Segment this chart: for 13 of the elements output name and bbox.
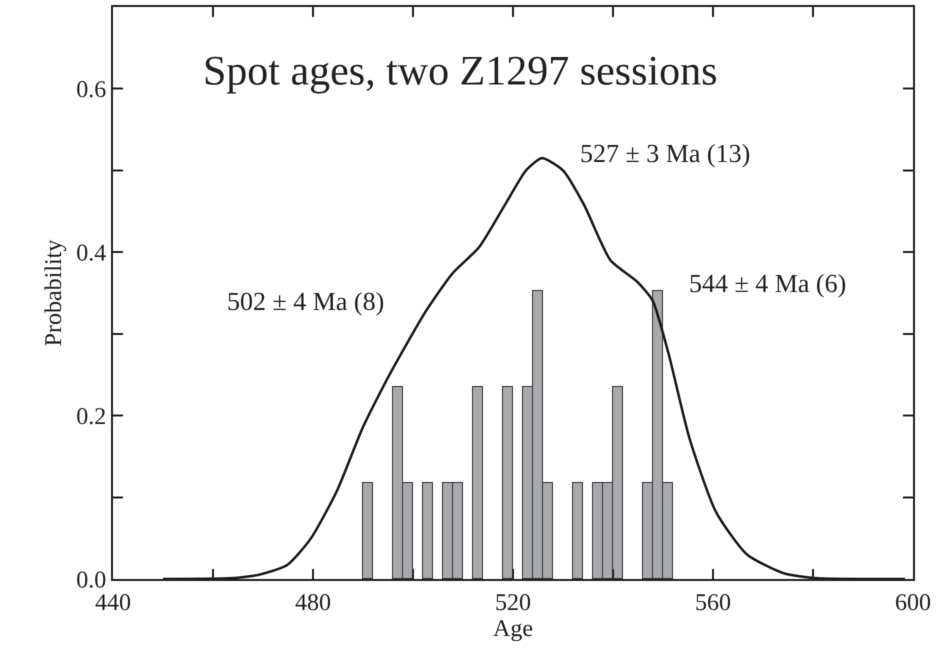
x-axis-title: Age bbox=[493, 616, 533, 642]
x-tick-label: 560 bbox=[695, 590, 731, 616]
y-axis-title: Probability bbox=[40, 240, 67, 346]
text: Spot ages, two Z1297 sessions bbox=[202, 48, 718, 95]
x-tick-label: 600 bbox=[895, 590, 931, 616]
x-tick-label: 520 bbox=[495, 590, 531, 616]
y-tick-label: 0.6 bbox=[76, 77, 106, 104]
annotation: 544 ± 4 Ma (6) bbox=[689, 269, 846, 298]
annotation: 527 ± 3 Ma (13) bbox=[580, 139, 750, 168]
annotation: 502 ± 4 Ma (8) bbox=[227, 287, 384, 316]
y-tick-label: 0.4 bbox=[76, 240, 106, 267]
y-tick-label: 0.2 bbox=[76, 404, 106, 430]
x-tick-label: 480 bbox=[295, 590, 331, 616]
